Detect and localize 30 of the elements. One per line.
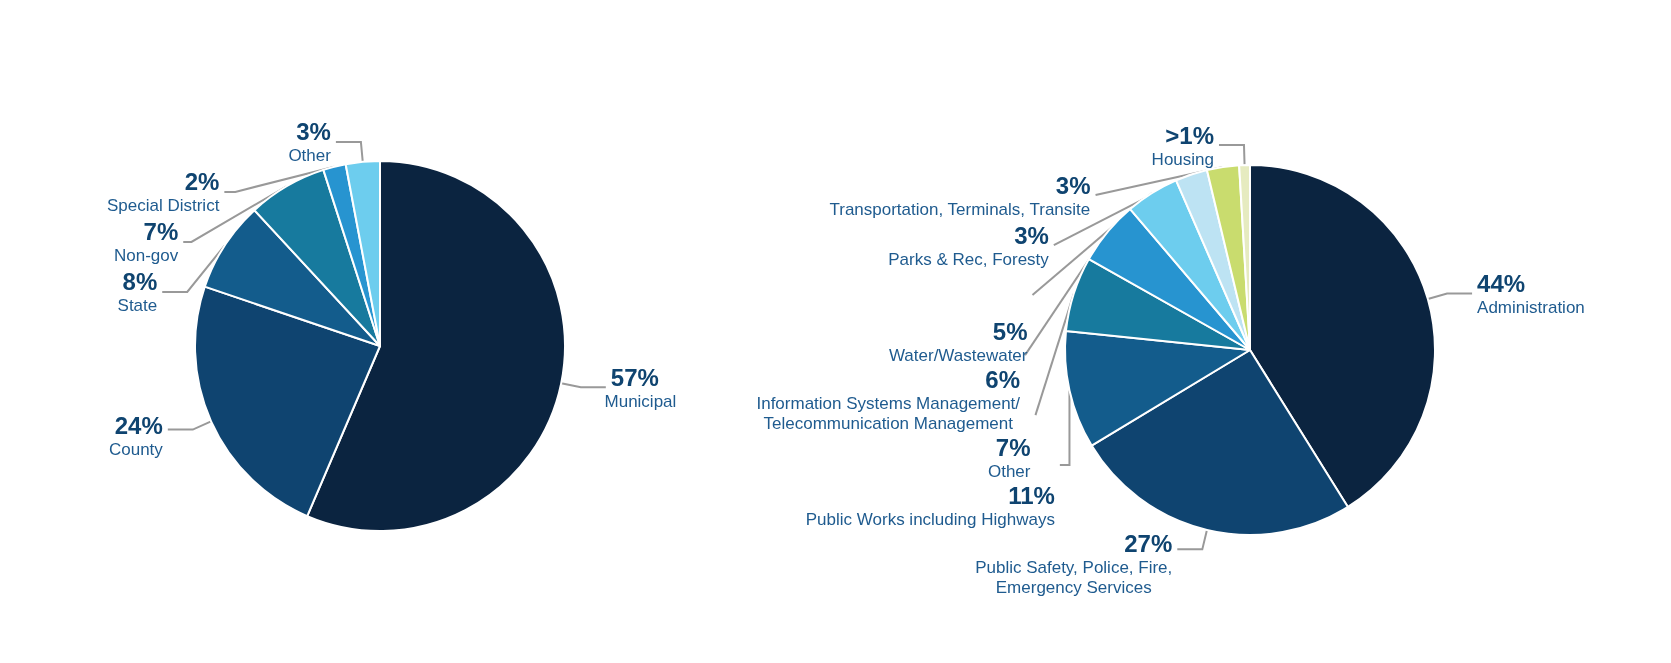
slice-label: Information Systems Management/ Telecommunication Management: [756, 394, 1021, 434]
slice-label: Public Safety, Police, Fire, Emergency Services: [975, 558, 1173, 598]
data-label: 5%: [992, 318, 1028, 346]
data-label: >1%: [1165, 121, 1214, 149]
data-label: 27%: [1124, 530, 1173, 558]
data-label: 7%: [995, 434, 1031, 462]
data-label: 3%: [1014, 221, 1049, 249]
data-label: 2%: [184, 168, 220, 196]
data-label: 57%: [610, 363, 659, 391]
slice-label: Special District: [106, 196, 220, 216]
slice-label: Administration: [1477, 298, 1585, 318]
data-label: 3%: [1055, 171, 1091, 199]
data-label: 8%: [122, 268, 158, 296]
data-label: 44%: [1477, 270, 1526, 298]
data-label: 11%: [1008, 482, 1055, 510]
slice-label: Housing: [1151, 149, 1214, 169]
slice-label: Transportation, Terminals, Transite: [829, 199, 1091, 219]
slice-label: State: [117, 296, 158, 316]
slice-label: Water/Wastewater: [888, 346, 1028, 366]
data-label: 24%: [114, 411, 163, 439]
slice-label: Other: [288, 146, 332, 166]
data-label: 6%: [985, 366, 1021, 394]
slice-label: Municipal: [604, 391, 677, 411]
slice-label: Public Works including Highways: [805, 510, 1055, 530]
slice-label: County: [108, 439, 164, 459]
slice-label: Other: [987, 462, 1031, 482]
slice-label: Non-gov: [113, 246, 179, 266]
slice-label: Parks & Rec, Foresty: [888, 249, 1050, 269]
data-label: 7%: [143, 218, 179, 246]
data-label: 3%: [296, 118, 331, 146]
